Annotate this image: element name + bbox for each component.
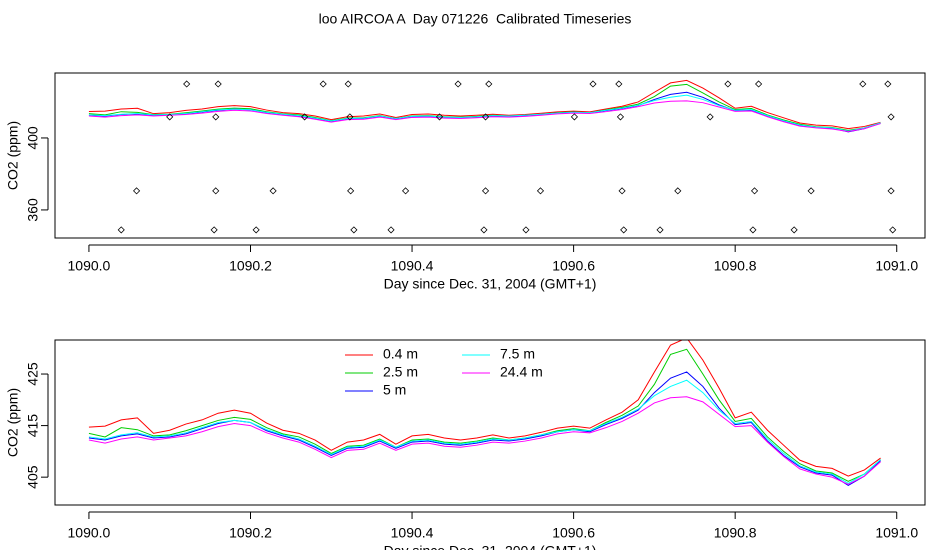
x-tick-label: 1090.0 bbox=[68, 258, 111, 274]
x-axis-label: Day since Dec. 31, 2004 (GMT+1) bbox=[384, 276, 597, 292]
x-tick-label: 1090.2 bbox=[229, 525, 272, 541]
flag-point bbox=[435, 113, 444, 121]
flag-point bbox=[589, 80, 597, 88]
y-axis-label: CO2 (ppm) bbox=[5, 388, 21, 457]
series-line bbox=[88, 83, 881, 131]
flag-point bbox=[347, 187, 355, 195]
plot-box bbox=[54, 72, 926, 239]
flag-point bbox=[485, 80, 493, 88]
flag-point bbox=[269, 187, 277, 195]
flag-point bbox=[212, 113, 220, 121]
flag-point bbox=[212, 187, 220, 195]
flag-point bbox=[656, 226, 664, 234]
flag-point bbox=[859, 80, 867, 88]
flag-point bbox=[750, 187, 759, 195]
y-tick-label: 415 bbox=[25, 414, 41, 438]
flag-point bbox=[522, 226, 530, 234]
legend-label: 24.4 m bbox=[500, 364, 543, 380]
flag-point bbox=[346, 113, 354, 121]
series-line bbox=[88, 94, 881, 132]
x-tick-label: 1090.8 bbox=[714, 525, 757, 541]
flag-point bbox=[301, 113, 309, 121]
flag-point bbox=[252, 226, 260, 234]
y-axis-label: CO2 (ppm) bbox=[5, 121, 21, 190]
x-tick-label: 1090.6 bbox=[552, 525, 595, 541]
flag-point bbox=[706, 113, 714, 121]
flag-point bbox=[117, 226, 125, 234]
x-tick-label: 1090.8 bbox=[714, 258, 757, 274]
flag-point bbox=[183, 80, 191, 88]
plot-box bbox=[54, 339, 926, 506]
x-tick-label: 1090.6 bbox=[552, 258, 595, 274]
flag-point bbox=[319, 80, 327, 88]
plot-area bbox=[88, 340, 881, 486]
x-tick-label: 1090.4 bbox=[391, 525, 434, 541]
plot-area bbox=[88, 79, 897, 234]
series-line bbox=[88, 371, 881, 486]
series-line bbox=[88, 79, 881, 130]
flag-point bbox=[133, 187, 141, 195]
flag-point bbox=[344, 80, 352, 88]
flag-point bbox=[755, 80, 763, 88]
flag-point bbox=[615, 80, 623, 88]
series-line bbox=[88, 340, 881, 477]
flag-point bbox=[889, 226, 897, 234]
legend-label: 5 m bbox=[383, 382, 406, 398]
series-line bbox=[88, 100, 881, 132]
flag-point bbox=[749, 226, 757, 234]
legend-label: 7.5 m bbox=[500, 346, 535, 362]
legend-label: 2.5 m bbox=[383, 364, 418, 380]
flag-point bbox=[481, 113, 490, 121]
x-axis-label: Day since Dec. 31, 2004 (GMT+1) bbox=[384, 543, 597, 550]
flag-point bbox=[620, 226, 628, 234]
x-tick-label: 1090.0 bbox=[68, 525, 111, 541]
x-tick-label: 1090.2 bbox=[229, 258, 272, 274]
y-tick-label: 425 bbox=[25, 362, 41, 386]
flag-point bbox=[481, 187, 490, 195]
flag-point bbox=[387, 226, 395, 234]
flag-point bbox=[402, 187, 410, 195]
y-tick-label: 360 bbox=[25, 198, 41, 222]
y-tick-label: 405 bbox=[25, 465, 41, 489]
flag-point bbox=[674, 187, 682, 195]
flag-point bbox=[724, 80, 732, 88]
flag-point bbox=[480, 226, 488, 234]
legend: 0.4 m 2.5 m 5 m 7.5 m 24.4 m bbox=[345, 346, 543, 398]
x-tick-label: 1091.0 bbox=[875, 258, 918, 274]
flag-point bbox=[210, 226, 218, 234]
flag-point bbox=[790, 226, 798, 234]
y-tick-label: 400 bbox=[25, 126, 41, 150]
flag-point bbox=[350, 226, 358, 234]
series-line bbox=[88, 379, 881, 484]
legend-label: 0.4 m bbox=[383, 346, 418, 362]
flag-point bbox=[214, 80, 222, 88]
flag-point bbox=[887, 113, 895, 121]
x-tick-label: 1090.4 bbox=[391, 258, 434, 274]
flag-point bbox=[166, 113, 174, 121]
figure-title: loo AIRCOA A Day 071226 Calibrated Times… bbox=[319, 11, 632, 27]
flag-point bbox=[887, 187, 895, 195]
flag-point bbox=[807, 187, 815, 195]
series-line bbox=[88, 396, 881, 485]
series-line bbox=[88, 348, 881, 482]
flag-point bbox=[884, 80, 892, 88]
x-tick-label: 1091.0 bbox=[875, 525, 918, 541]
flag-point bbox=[570, 113, 578, 121]
flag-point bbox=[618, 187, 626, 195]
flag-point bbox=[536, 187, 545, 195]
flag-point bbox=[454, 80, 462, 88]
flag-point bbox=[616, 113, 625, 121]
